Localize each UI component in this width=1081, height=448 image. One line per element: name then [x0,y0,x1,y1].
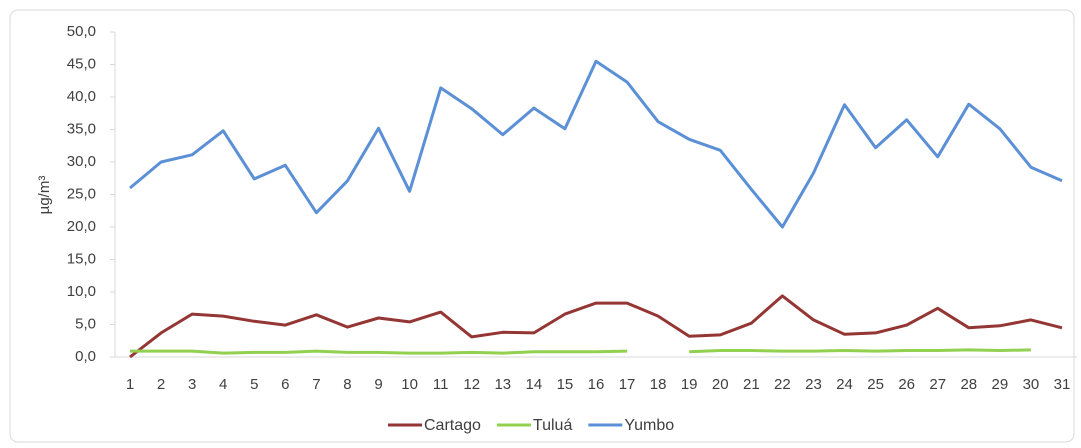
chart-frame [9,9,1075,443]
x-tick-label: 29 [992,376,1009,393]
y-tick-label: 0,0 [75,348,96,365]
x-tick-label: 15 [557,376,574,393]
y-tick-label: 45,0 [67,55,96,72]
y-tick-label: 5,0 [75,315,96,332]
y-tick-label: 10,0 [67,283,96,300]
x-tick-label: 19 [681,376,698,393]
x-tick-label: 24 [836,376,853,393]
y-tick-label: 20,0 [67,218,96,235]
y-tick-label: 35,0 [67,120,96,137]
x-tick-label: 25 [867,376,884,393]
x-tick-label: 20 [712,376,729,393]
x-tick-label: 2 [157,376,165,393]
x-tick-label: 30 [1023,376,1040,393]
y-tick-label: 30,0 [67,153,96,170]
legend-label: Cartago [424,417,481,434]
x-tick-label: 22 [774,376,791,393]
x-tick-label: 26 [898,376,915,393]
x-tick-label: 31 [1054,376,1071,393]
x-tick-label: 8 [343,376,351,393]
x-tick-label: 18 [650,376,667,393]
series-line [130,348,1031,355]
legend-label: Tuluá [533,417,573,434]
x-tick-label: 6 [281,376,289,393]
x-tick-label: 1 [126,376,134,393]
x-tick-label: 7 [312,376,320,393]
legend-label: Yumbo [624,417,674,434]
y-tick-label: 50,0 [67,23,96,40]
x-tick-label: 11 [433,376,449,393]
x-tick-label: 27 [929,376,946,393]
legend: Cartago Tuluá Yumbo [388,417,674,434]
x-tick-label: 3 [188,376,196,393]
x-tick-label: 21 [743,376,760,393]
y-tick-label: 25,0 [67,185,96,202]
y-axis-label: µg/m³ [36,176,53,215]
x-tick-label: 10 [401,376,418,393]
x-tick-label: 14 [526,376,543,393]
x-tick-label: 28 [960,376,977,393]
x-tick-label: 23 [805,376,822,393]
x-tick-label: 9 [374,376,382,393]
series-line [129,294,1063,359]
x-tick-label: 17 [619,376,636,393]
series-line [129,59,1063,229]
x-tick-label: 12 [463,376,480,393]
x-tick-label: 16 [588,376,605,393]
y-tick-label: 15,0 [67,250,96,267]
y-tick-label: 40,0 [67,88,96,105]
x-tick-label: 4 [219,376,227,393]
x-tick-label: 5 [250,376,258,393]
x-tick-label: 13 [494,376,511,393]
